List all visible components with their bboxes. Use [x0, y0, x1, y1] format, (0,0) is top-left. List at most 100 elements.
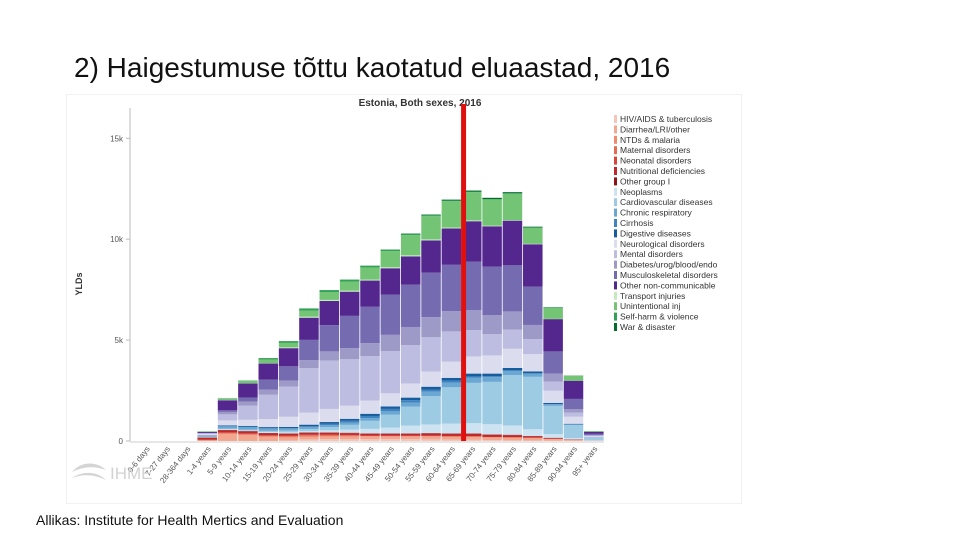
bar-segment — [339, 436, 360, 439]
bar-segment — [258, 394, 279, 420]
bar-segment — [523, 227, 543, 244]
legend-item: Unintentional inj — [614, 301, 681, 311]
y-tick-label: 10k — [110, 235, 124, 244]
bar-segment — [482, 376, 502, 378]
bar-segment — [278, 426, 299, 429]
bar-segment — [482, 381, 502, 425]
legend-label: Cirrhosis — [620, 218, 654, 228]
legend-item: War & disaster — [614, 322, 676, 332]
bar-segment — [421, 240, 441, 273]
bar-segment — [299, 427, 319, 430]
legend-item: Chronic respiratory — [614, 208, 693, 218]
legend-swatch — [614, 208, 617, 217]
bar-segment — [400, 436, 421, 437]
legend-swatch — [614, 146, 617, 155]
bar-segment — [400, 406, 421, 426]
bar-segment — [319, 423, 340, 426]
bar-segment — [299, 412, 319, 425]
legend-swatch — [614, 125, 617, 134]
bar-stack — [523, 226, 543, 441]
bar-segment — [523, 376, 543, 430]
legend: HIV/AIDS & tuberculosisDiarrhea/LRI/othe… — [614, 114, 718, 332]
bar-segment — [319, 360, 340, 409]
bar-stack — [543, 307, 563, 441]
bar-segment — [238, 425, 258, 427]
bar-segment — [421, 389, 441, 392]
bar-segment — [360, 418, 380, 421]
bar-segment — [319, 325, 340, 352]
bar-segment — [421, 391, 441, 397]
bar-segment — [461, 376, 482, 378]
bar-segment — [278, 433, 299, 436]
bar-segment — [441, 200, 462, 202]
bar-segment — [441, 377, 462, 381]
legend-swatch — [614, 250, 617, 259]
bar-segment — [278, 432, 299, 434]
bar-segment — [400, 255, 421, 257]
bar-segment — [258, 419, 279, 428]
legend-item: Neurological disorders — [614, 239, 705, 249]
bar-segment — [339, 418, 360, 421]
bar-segment — [319, 438, 340, 441]
bar-segment — [360, 400, 380, 414]
bar-segment — [319, 300, 340, 326]
legend-item: Mental disorders — [614, 249, 683, 259]
bar-segment — [278, 430, 299, 433]
bar-segment — [217, 428, 238, 430]
bar-segment — [461, 221, 482, 262]
bar-segment — [441, 436, 462, 437]
bar-segment — [441, 311, 462, 332]
bar-segment — [563, 424, 584, 439]
legend-swatch — [614, 167, 617, 175]
bar-segment — [400, 256, 421, 285]
bar-segment — [380, 294, 401, 335]
bar-segment — [380, 436, 401, 437]
bar-segment — [360, 306, 380, 344]
bar-segment — [563, 423, 584, 425]
bar-segment — [482, 437, 502, 441]
legend-item: Other group I — [614, 176, 670, 186]
bar-segment — [278, 341, 299, 343]
legend-swatch — [614, 135, 617, 144]
bar-segment — [441, 227, 462, 229]
bar-segment — [421, 396, 441, 425]
bar-segment — [502, 370, 523, 376]
legend-label: Cardiovascular diseases — [620, 197, 713, 207]
bar-segment — [319, 422, 340, 424]
legend-swatch — [614, 219, 617, 227]
bar-segment — [421, 216, 441, 240]
bar-segment — [543, 351, 563, 374]
bar-segment — [299, 308, 319, 311]
bar-segment — [360, 420, 380, 429]
legend-label: NTDs & malaria — [620, 135, 680, 145]
ihme-logo-text: IHME — [110, 464, 153, 483]
bar-segment — [421, 272, 441, 318]
bar-segment — [421, 337, 441, 372]
bar-segment — [217, 411, 238, 415]
bar-segment — [543, 434, 563, 438]
bar-segment — [421, 433, 441, 436]
bar-segment — [217, 420, 238, 426]
bar-segment — [380, 249, 401, 252]
bar-segment — [563, 440, 584, 441]
legend-swatch — [614, 260, 617, 269]
bar-segment — [563, 438, 584, 440]
stacked-bar-chart: Estonia, Both sexes, 2016 0 5k 10k 15k YLDs… — [66, 94, 742, 504]
bar-segment — [299, 360, 319, 369]
bar-segment — [319, 299, 340, 301]
bar-segment — [278, 366, 299, 381]
legend-label: Nutritional deficiencies — [620, 166, 705, 176]
bar-segment — [543, 404, 563, 406]
bar-segment — [319, 292, 340, 300]
legend-label: HIV/AIDS & tuberculosis — [620, 114, 712, 124]
bar-segment — [197, 431, 217, 433]
bar-segment — [339, 315, 360, 349]
bar-segment — [400, 400, 421, 403]
bar-segment — [238, 401, 258, 406]
bar-segment — [563, 398, 584, 410]
bar-segment — [238, 380, 258, 384]
bar-segment — [543, 319, 563, 352]
bar-segment — [523, 226, 543, 228]
bar-stack — [319, 290, 340, 441]
bar-segment — [299, 316, 319, 318]
